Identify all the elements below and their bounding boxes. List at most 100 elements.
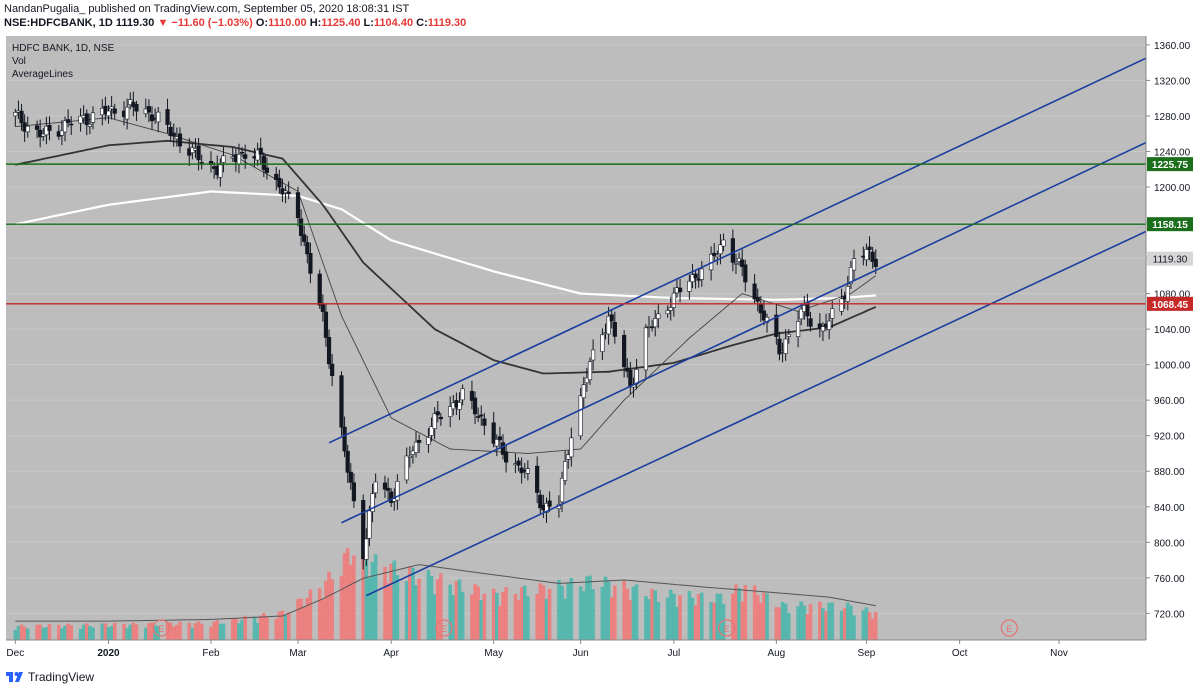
volume-bar	[457, 579, 462, 640]
candle-body	[302, 234, 307, 242]
legend-title[interactable]: HDFC BANK, 1D, NSE	[12, 43, 115, 54]
candle-body	[243, 154, 248, 159]
price-tick-label: 800.00	[1154, 538, 1185, 549]
candle-body	[264, 167, 270, 173]
candle-body	[323, 311, 329, 338]
candle-body	[743, 264, 748, 283]
candle-body	[693, 273, 698, 279]
volume-bar	[299, 598, 303, 640]
legend-indicator[interactable]: AverageLines	[12, 69, 73, 80]
price-tick-label: 760.00	[1154, 574, 1185, 585]
volume-bar	[700, 592, 704, 640]
candle-body	[342, 426, 347, 452]
tradingview-logo[interactable]: TradingView	[6, 670, 94, 684]
candle-body	[715, 254, 720, 258]
candle-body	[730, 238, 735, 263]
price-tick-label: 1000.00	[1154, 361, 1191, 372]
volume-bar	[209, 626, 213, 640]
volume-bar	[240, 619, 244, 640]
candle-body	[625, 367, 630, 372]
candle-body	[389, 491, 394, 503]
volume-bar	[563, 598, 567, 640]
volume-bar	[780, 601, 785, 640]
candle-body	[361, 500, 366, 560]
volume-bar	[709, 602, 713, 640]
candle-body	[19, 110, 24, 124]
volume-bar	[852, 615, 856, 640]
volume-bar	[196, 621, 201, 640]
volume-bar	[367, 577, 372, 640]
volume-bar	[193, 623, 198, 640]
candle-body	[305, 242, 310, 255]
candle-body	[407, 455, 412, 458]
candle-body	[482, 418, 487, 426]
candle-body	[286, 191, 291, 194]
volume-bar	[482, 593, 487, 640]
volume-bar	[650, 589, 654, 640]
time-tick-label: Mar	[289, 648, 307, 659]
candle-body	[830, 308, 835, 319]
candle-body	[559, 477, 565, 503]
chart-pane[interactable]	[6, 36, 1146, 640]
volume-bar	[718, 593, 723, 640]
volume-bar	[417, 578, 421, 640]
volume-bar	[411, 567, 415, 640]
earnings-marker-label: E	[441, 624, 447, 634]
volume-bar	[454, 580, 459, 640]
candle-body	[373, 481, 378, 494]
level-price-label: 1068.45	[1152, 300, 1189, 311]
candle-body	[364, 538, 369, 560]
candle-body	[612, 322, 617, 337]
candle-body	[320, 304, 325, 312]
candle-body	[587, 361, 593, 381]
volume-bar	[156, 626, 161, 640]
candle-body	[656, 313, 661, 319]
volume-bar	[665, 597, 670, 640]
volume-bar	[81, 624, 86, 640]
candle-body	[103, 105, 108, 115]
time-tick-label: Jul	[667, 648, 680, 659]
volume-bar	[392, 560, 397, 640]
volume-bar	[777, 607, 782, 640]
candle-body	[62, 120, 68, 133]
close-label: C:	[416, 17, 428, 29]
candle-body	[221, 155, 226, 163]
candle-body	[330, 363, 335, 376]
volume-bar	[147, 623, 151, 640]
candle-body	[504, 451, 509, 463]
volume-bar	[190, 627, 195, 640]
candle-body	[581, 384, 586, 399]
candle-body	[786, 333, 791, 337]
volume-bar	[498, 605, 502, 640]
volume-bar	[557, 580, 561, 640]
candle-body	[308, 252, 313, 274]
volume-bar	[296, 599, 300, 640]
volume-bar	[408, 566, 412, 640]
candle-body	[25, 125, 30, 133]
volume-bar	[84, 623, 89, 640]
volume-bar	[265, 616, 269, 640]
price-tick-label: 1240.00	[1154, 147, 1191, 158]
legend-volume[interactable]: Vol	[12, 56, 26, 67]
time-tick-label: Oct	[952, 648, 968, 659]
time-axis[interactable]	[0, 640, 1200, 662]
last-price-label: 1119.30	[1153, 255, 1188, 266]
candle-body	[34, 125, 40, 130]
candle-body	[426, 437, 431, 445]
volume-bar	[348, 564, 353, 640]
low-label: L:	[363, 17, 374, 29]
candle-body	[78, 115, 83, 124]
publish-info: NandanPugalia_ published on TradingView.…	[4, 3, 410, 15]
volume-bar	[867, 612, 872, 640]
candle-body	[777, 338, 782, 355]
candle-body	[839, 298, 844, 312]
level-price-label: 1158.15	[1152, 220, 1188, 231]
volume-bar	[125, 627, 129, 640]
volume-bar	[470, 594, 474, 640]
candle-body	[805, 302, 810, 317]
volume-bar	[47, 624, 52, 640]
volume-average-line	[15, 564, 876, 622]
volume-bar	[364, 553, 369, 640]
volume-bar	[178, 621, 182, 640]
